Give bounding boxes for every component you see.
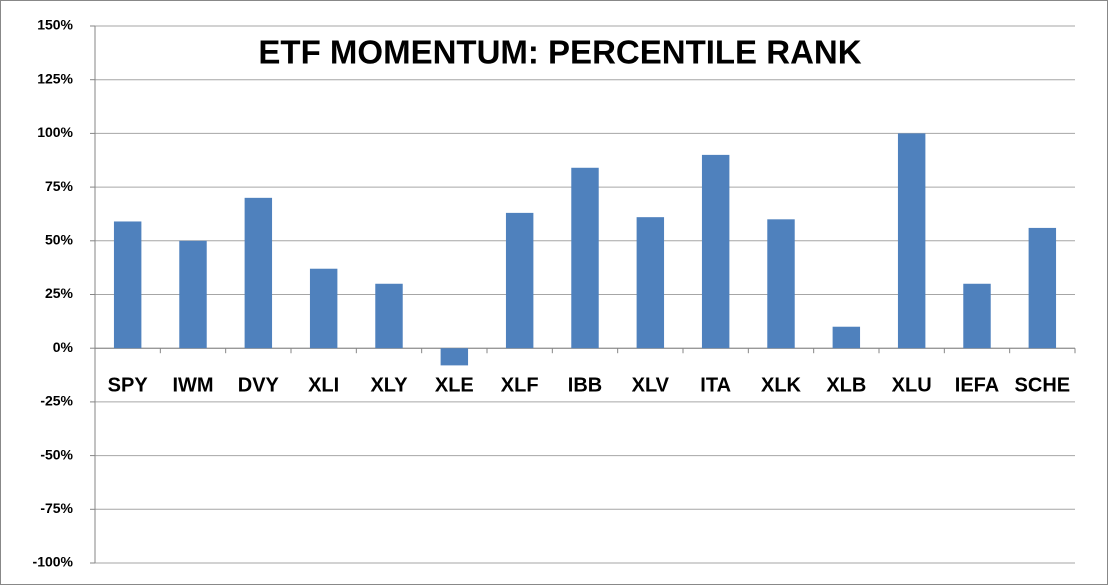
y-tick-label: -75% [40, 500, 73, 516]
x-tick-label: SCHE [1015, 374, 1071, 396]
y-tick-label: 100% [37, 124, 73, 140]
y-tick-label: 25% [45, 285, 74, 301]
y-tick-label: 50% [45, 232, 74, 248]
bar [309, 268, 338, 349]
y-tick-label: 0% [53, 339, 74, 355]
y-tick-label: -100% [33, 554, 74, 570]
x-tick-label: XLK [761, 374, 802, 396]
x-tick-label: XLE [435, 374, 474, 396]
bar [505, 212, 534, 349]
bar [636, 217, 665, 349]
bar [244, 197, 273, 349]
y-tick-label: 125% [37, 70, 73, 86]
y-tick-label: -50% [40, 446, 73, 462]
x-tick-label: XLV [632, 374, 670, 396]
y-tick-label: 150% [37, 17, 73, 33]
y-tick-label: 75% [45, 178, 74, 194]
bar [963, 283, 991, 349]
bar [701, 154, 730, 349]
x-tick-label: SPY [108, 374, 149, 396]
bar [767, 219, 795, 349]
x-tick-label: ITA [700, 374, 731, 396]
chart-title: ETF MOMENTUM: PERCENTILE RANK [258, 34, 861, 71]
x-tick-label: IWM [172, 374, 213, 396]
x-tick-label: XLB [826, 374, 866, 396]
x-tick-label: IEFA [955, 374, 999, 396]
x-tick-label: XLI [308, 374, 339, 396]
bar [832, 326, 861, 349]
x-tick-label: DVY [238, 374, 280, 396]
bar [571, 167, 599, 349]
x-tick-label: XLF [501, 374, 539, 396]
x-tick-label: XLY [370, 374, 408, 396]
y-tick-label: -25% [40, 393, 73, 409]
bar [179, 240, 207, 349]
x-tick-label: XLU [892, 374, 932, 396]
bar [440, 348, 469, 366]
bar [375, 283, 403, 349]
bar [113, 221, 142, 349]
x-tick-label: IBB [568, 374, 602, 396]
bar [1028, 227, 1057, 349]
bar [897, 133, 926, 349]
